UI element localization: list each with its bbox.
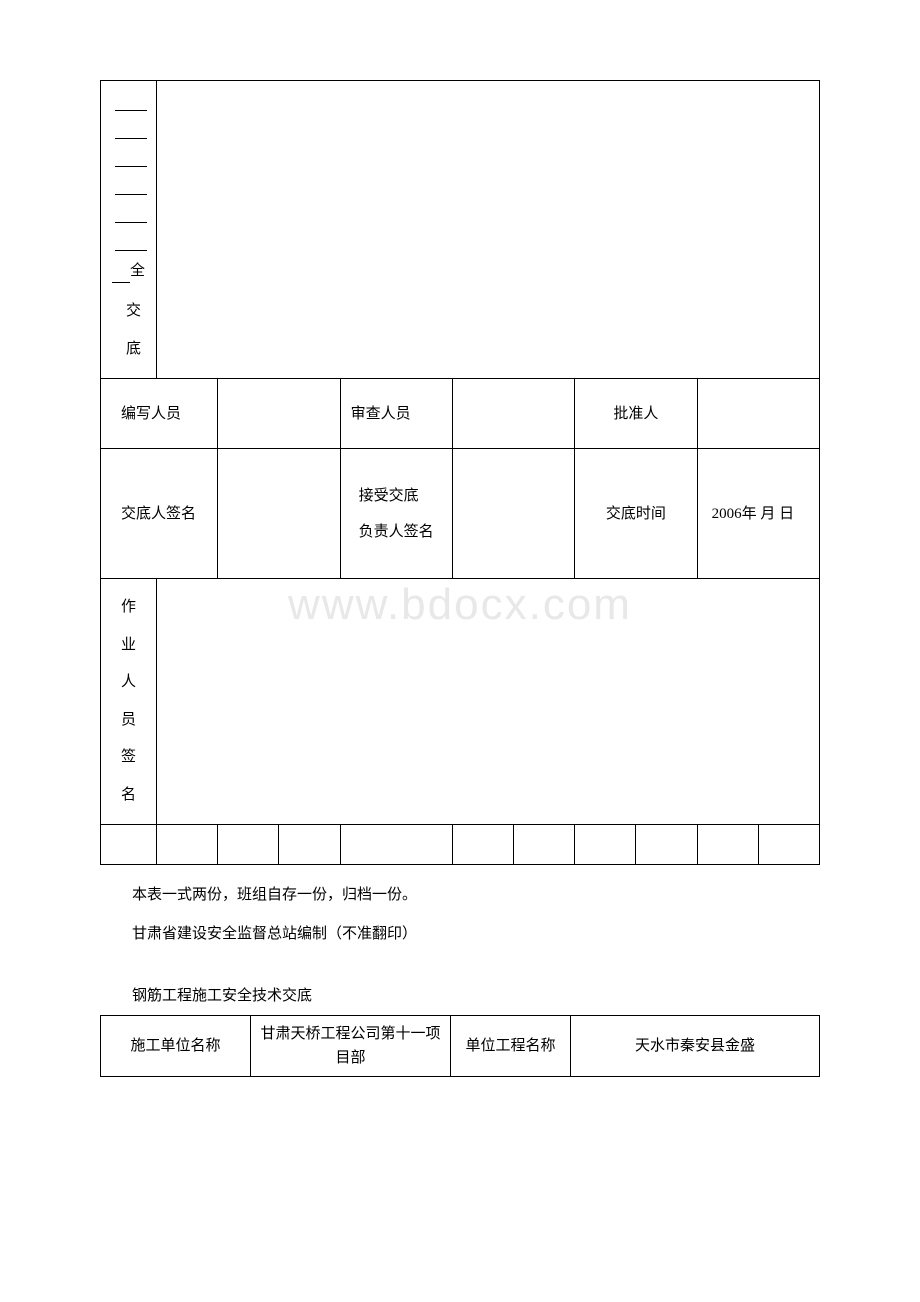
disclose-sign-label: 交底人签名 (101, 449, 218, 579)
writer-label: 编写人员 (101, 379, 218, 449)
bottom-cell-9 (636, 825, 697, 865)
receiver-sign-label: 接受交底 负责人签名 (340, 449, 452, 579)
blank-underlines (109, 91, 148, 251)
bottom-cell-2 (157, 825, 218, 865)
bottom-cell-1 (101, 825, 157, 865)
project-label: 单位工程名称 (451, 1016, 571, 1077)
vchar-di: 底 (109, 331, 148, 369)
bottom-cell-3 (218, 825, 279, 865)
disclose-sign-value (218, 449, 340, 579)
bottom-cell-10 (697, 825, 758, 865)
approver-label: 批准人 (575, 379, 697, 449)
worker-sign-area (157, 579, 820, 825)
reviewer-label: 审查人员 (340, 379, 452, 449)
top-left-cell: 全 交 底 (101, 81, 157, 379)
disclose-time-label: 交底时间 (575, 449, 697, 579)
top-content-cell (157, 81, 820, 379)
company-value: 甘肃天桥工程公司第十一项目部 (251, 1016, 451, 1077)
top-left-last-line: 全 (109, 259, 148, 283)
bottom-cell-8 (575, 825, 636, 865)
bottom-cell-7 (514, 825, 575, 865)
section2-title: 钢筋工程施工安全技术交底 (100, 984, 820, 1005)
approver-value (697, 379, 819, 449)
notes-block: 本表一式两份，班组自存一份，归档一份。 甘肃省建设安全监督总站编制（不准翻印） (100, 881, 820, 948)
receiver-sign-value (452, 449, 574, 579)
reviewer-value (452, 379, 574, 449)
company-label: 施工单位名称 (101, 1016, 251, 1077)
note-line-2: 甘肃省建设安全监督总站编制（不准翻印） (132, 920, 820, 949)
disclose-time-value: 2006年 月 日 (697, 449, 819, 579)
vchar-jiao: 交 (109, 293, 148, 331)
bottom-cell-11 (758, 825, 819, 865)
worker-sign-label: 作 业 人 员 签 名 (101, 579, 157, 825)
writer-value (218, 379, 340, 449)
project-value: 天水市秦安县金盛 (571, 1016, 820, 1077)
bottom-cell-6 (452, 825, 513, 865)
bottom-cell-5 (340, 825, 452, 865)
note-line-1: 本表一式两份，班组自存一份，归档一份。 (132, 881, 820, 910)
bottom-cell-4 (279, 825, 340, 865)
section2-table: 施工单位名称 甘肃天桥工程公司第十一项目部 单位工程名称 天水市秦安县金盛 (100, 1015, 820, 1077)
main-form-table: 全 交 底 编写人员 审查人员 批准人 交底人签名 接受交底 负责人签名 交底时… (100, 80, 820, 865)
